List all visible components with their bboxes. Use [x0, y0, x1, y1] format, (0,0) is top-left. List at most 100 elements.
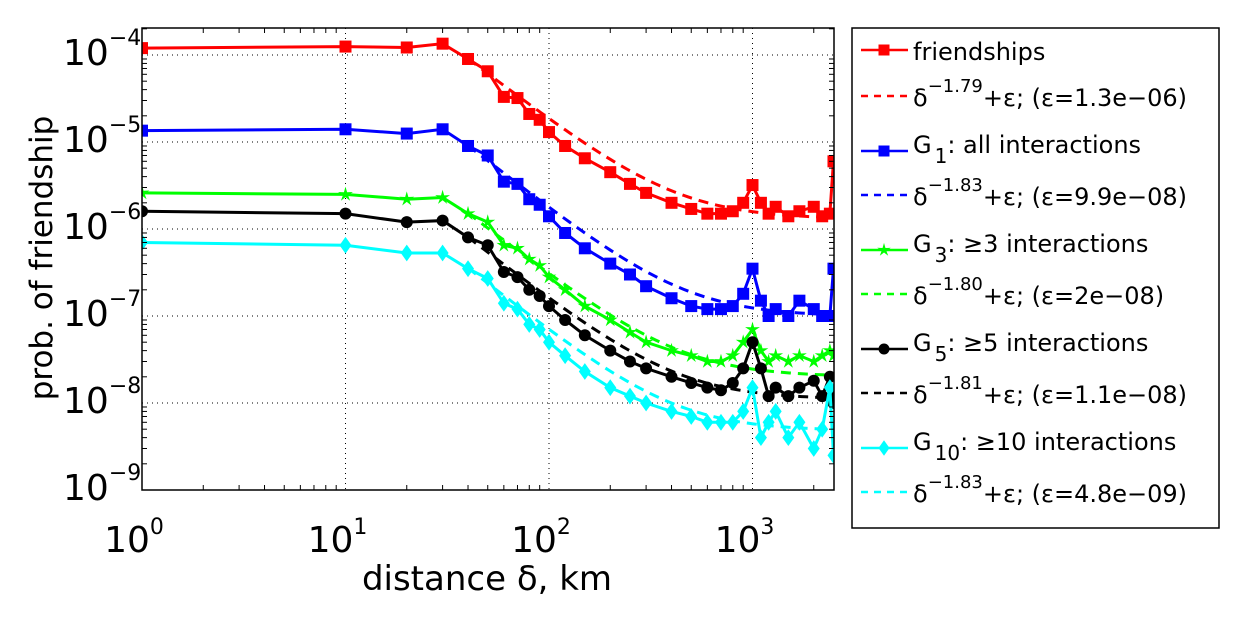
y-tick-label: 10−9 — [63, 461, 141, 509]
data-point — [745, 321, 760, 336]
data-point — [435, 189, 451, 204]
data-point — [807, 374, 820, 387]
data-point — [725, 347, 741, 362]
data-point — [640, 394, 653, 412]
data-point — [769, 303, 782, 316]
data-point — [793, 294, 806, 307]
y-tick-label: 10−6 — [63, 200, 141, 248]
legend-label: G 1: all interactions — [913, 131, 1141, 168]
data-point — [497, 90, 510, 103]
series-4 — [142, 234, 834, 464]
legend-marker-diamond — [878, 440, 890, 456]
legend-entry-9: δ−1.83+ε; (ε=4.8e−09) — [861, 472, 1187, 508]
data-point — [816, 420, 829, 438]
legend-label: δ−1.79+ε; (ε=1.3e−06) — [913, 76, 1187, 112]
data-point — [533, 198, 546, 211]
y-tick-label: 10−7 — [63, 287, 141, 335]
data-point — [462, 139, 475, 152]
data-point — [638, 334, 654, 349]
data-point — [823, 370, 834, 383]
legend-entry-3: δ−1.83+ε; (ε=9.9e−08) — [861, 175, 1187, 211]
legend-box — [851, 27, 1220, 529]
data-point — [754, 294, 767, 307]
series-1 — [142, 123, 834, 322]
data-point — [339, 236, 352, 254]
data-point — [497, 175, 510, 188]
data-point — [543, 126, 555, 139]
legend-entry-7: δ−1.81+ε; (ε=1.1e−08) — [861, 373, 1187, 409]
data-point — [823, 207, 834, 220]
data-point — [462, 260, 475, 278]
data-point — [511, 300, 524, 318]
data-point — [481, 239, 494, 252]
data-point — [685, 408, 698, 425]
data-point — [578, 363, 591, 380]
data-point — [807, 200, 820, 213]
legend-entry-2: G 1: all interactions — [861, 131, 1141, 168]
data-point — [533, 321, 546, 338]
data-point — [780, 353, 796, 368]
series-2 — [142, 185, 834, 368]
data-point — [685, 376, 698, 389]
axes: 100 101 102 103 10−4 10−5 10−6 10−7 10−8 10−9 — [63, 26, 835, 561]
data-point — [782, 310, 795, 322]
data-point — [814, 347, 830, 362]
data-point — [823, 379, 834, 397]
legend-marker-star — [877, 242, 891, 256]
legend-marker-square — [878, 44, 890, 56]
data-point — [782, 210, 795, 223]
data-point — [400, 244, 413, 262]
data-point — [602, 312, 618, 327]
data-point — [701, 207, 714, 220]
data-series — [142, 37, 834, 464]
data-point — [400, 127, 413, 140]
data-point — [746, 379, 759, 397]
data-point — [339, 123, 352, 136]
data-point — [746, 336, 759, 349]
data-point — [761, 353, 777, 368]
x-tick-label: 102 — [511, 515, 571, 561]
y-axis-label: prob. of friendship — [24, 116, 60, 401]
data-point — [533, 113, 546, 126]
legend-label: G 5: ≥5 interactions — [913, 329, 1148, 366]
data-point — [737, 362, 750, 375]
data-point — [623, 268, 636, 281]
data-point — [665, 370, 678, 383]
data-point — [604, 379, 617, 397]
data-point — [543, 210, 555, 223]
legend-entry-5: δ−1.80+ε; (ε=2e−08) — [861, 274, 1164, 310]
data-point — [436, 214, 449, 227]
data-point — [768, 347, 784, 362]
data-point — [622, 324, 638, 339]
data-point — [769, 403, 782, 420]
x-tick-label: 101 — [308, 515, 368, 561]
data-point — [578, 152, 591, 165]
data-point — [623, 177, 636, 190]
data-point — [701, 413, 714, 431]
legend-marker-circle — [878, 343, 890, 355]
legend-label: δ−1.81+ε; (ε=1.1e−08) — [913, 373, 1187, 409]
data-point — [699, 353, 715, 368]
data-point — [737, 287, 750, 300]
data-point — [782, 390, 795, 403]
data-point — [339, 207, 352, 220]
data-point — [523, 107, 536, 120]
data-point — [339, 40, 352, 53]
data-point — [683, 347, 699, 362]
data-point — [782, 429, 795, 447]
legend-label: δ−1.80+ε; (ε=2e−08) — [913, 274, 1164, 310]
data-point — [511, 92, 524, 105]
legend-entry-0: friendships — [861, 38, 1045, 66]
data-point — [510, 240, 525, 255]
y-tick-label: 10−4 — [63, 26, 141, 74]
data-point — [713, 353, 729, 368]
data-point — [640, 186, 653, 199]
legend-entry-8: G 10: ≥10 interactions — [861, 428, 1176, 465]
data-point — [701, 303, 714, 316]
data-point — [737, 196, 750, 209]
data-point — [769, 381, 782, 394]
legend-label: G 10: ≥10 interactions — [913, 428, 1176, 465]
data-point — [665, 292, 678, 305]
data-point — [826, 347, 834, 362]
data-point — [735, 334, 751, 349]
